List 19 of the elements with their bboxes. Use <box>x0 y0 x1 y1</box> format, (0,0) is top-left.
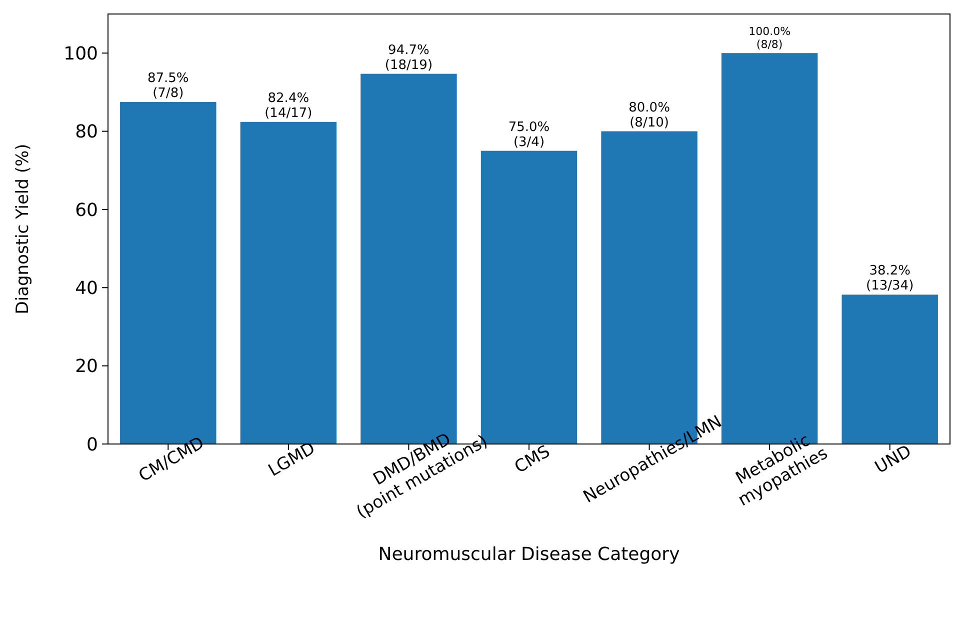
y-tick-label: 60 <box>75 200 98 221</box>
y-tick-label: 0 <box>86 434 98 456</box>
data-label: 87.5% (7/8) <box>147 70 189 101</box>
y-tick-label: 100 <box>64 43 98 64</box>
y-tick-label: 20 <box>75 356 98 378</box>
x-axis-title: Neuromuscular Disease Category <box>378 544 680 565</box>
x-tick-label: UND <box>872 441 915 478</box>
data-label: 94.7% (18/19) <box>384 42 433 73</box>
x-tick-label: CMS <box>511 442 554 478</box>
data-label: 38.2% (13/34) <box>866 264 914 294</box>
data-label: 80.0% (8/10) <box>628 100 670 130</box>
y-tick-label: 40 <box>75 278 98 299</box>
bar <box>842 294 938 444</box>
bar <box>240 122 337 444</box>
y-axis-title: Diagnostic Yield (%) <box>13 144 33 314</box>
data-label: 75.0% (3/4) <box>508 120 550 150</box>
data-label: 100.0% (8/8) <box>748 25 791 52</box>
y-tick-label: 80 <box>75 122 98 143</box>
data-label: 82.4% (14/17) <box>264 90 312 121</box>
